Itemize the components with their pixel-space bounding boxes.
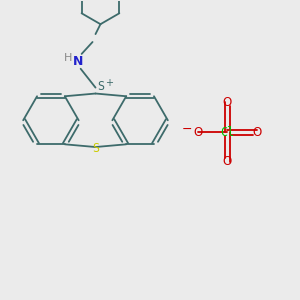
Text: −: − (182, 123, 192, 136)
Text: S: S (92, 142, 99, 154)
Text: Cl: Cl (220, 126, 234, 139)
Text: S: S (98, 80, 105, 92)
Text: O: O (223, 96, 232, 109)
Text: O: O (193, 126, 202, 139)
Text: O: O (252, 126, 262, 139)
Text: N: N (73, 55, 83, 68)
Text: H: H (64, 53, 72, 63)
Text: O: O (223, 155, 232, 168)
Text: +: + (105, 78, 113, 88)
